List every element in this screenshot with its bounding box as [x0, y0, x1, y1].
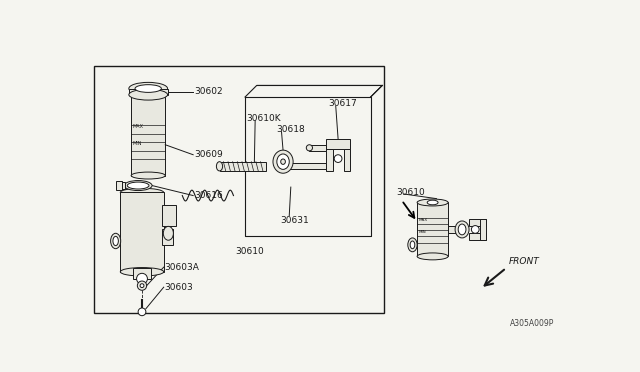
Circle shape: [138, 308, 146, 316]
Bar: [120, 192, 164, 272]
Ellipse shape: [127, 182, 149, 189]
Ellipse shape: [417, 253, 448, 260]
Bar: [129, 89, 168, 95]
Circle shape: [136, 273, 147, 284]
Circle shape: [334, 155, 342, 163]
Ellipse shape: [111, 233, 121, 249]
Ellipse shape: [120, 188, 164, 197]
Bar: [132, 268, 151, 279]
Ellipse shape: [129, 89, 168, 100]
Text: FRONT: FRONT: [509, 257, 540, 266]
Bar: [220, 162, 266, 171]
Bar: [162, 205, 176, 226]
Text: 30610: 30610: [235, 247, 264, 256]
Ellipse shape: [120, 267, 164, 276]
Bar: [417, 202, 448, 256]
Text: 30609: 30609: [194, 150, 223, 159]
Text: MIN: MIN: [419, 230, 426, 234]
Ellipse shape: [417, 199, 448, 206]
Text: 30617: 30617: [328, 99, 356, 108]
Bar: [162, 230, 173, 245]
Text: 30610K: 30610K: [246, 114, 281, 123]
Bar: [469, 232, 486, 240]
Bar: [326, 139, 349, 150]
Text: 30602: 30602: [194, 87, 223, 96]
Ellipse shape: [458, 224, 466, 235]
Ellipse shape: [131, 172, 165, 179]
Ellipse shape: [129, 82, 168, 95]
Text: A305A009P: A305A009P: [510, 319, 554, 328]
Text: MAX: MAX: [419, 218, 428, 222]
Ellipse shape: [455, 221, 469, 238]
Text: 30610: 30610: [396, 188, 425, 197]
Text: 30603A: 30603A: [164, 263, 199, 272]
Ellipse shape: [135, 85, 161, 92]
Text: 30631: 30631: [280, 216, 308, 225]
Ellipse shape: [124, 180, 152, 190]
Text: MIN: MIN: [132, 141, 142, 146]
Bar: [448, 225, 461, 233]
Bar: [131, 96, 165, 176]
Bar: [121, 183, 125, 189]
Bar: [480, 219, 486, 240]
Text: MAX: MAX: [132, 124, 144, 129]
Bar: [116, 181, 122, 190]
Bar: [94, 66, 384, 312]
Ellipse shape: [273, 150, 293, 173]
Ellipse shape: [410, 241, 415, 249]
Bar: [288, 163, 326, 169]
Bar: [469, 219, 486, 226]
Ellipse shape: [281, 159, 285, 164]
Circle shape: [138, 281, 147, 290]
Ellipse shape: [277, 154, 289, 169]
Bar: [326, 150, 333, 171]
Ellipse shape: [307, 145, 312, 151]
Text: 30616: 30616: [194, 191, 223, 200]
Ellipse shape: [428, 200, 438, 205]
Ellipse shape: [408, 238, 417, 252]
Circle shape: [472, 225, 479, 233]
Ellipse shape: [216, 162, 223, 171]
Ellipse shape: [163, 226, 173, 240]
Text: 30618: 30618: [276, 125, 305, 134]
Ellipse shape: [113, 236, 118, 246]
Circle shape: [140, 284, 144, 288]
Text: 30603: 30603: [164, 283, 193, 292]
Bar: [344, 150, 349, 171]
Ellipse shape: [131, 92, 165, 100]
Bar: [309, 145, 326, 151]
